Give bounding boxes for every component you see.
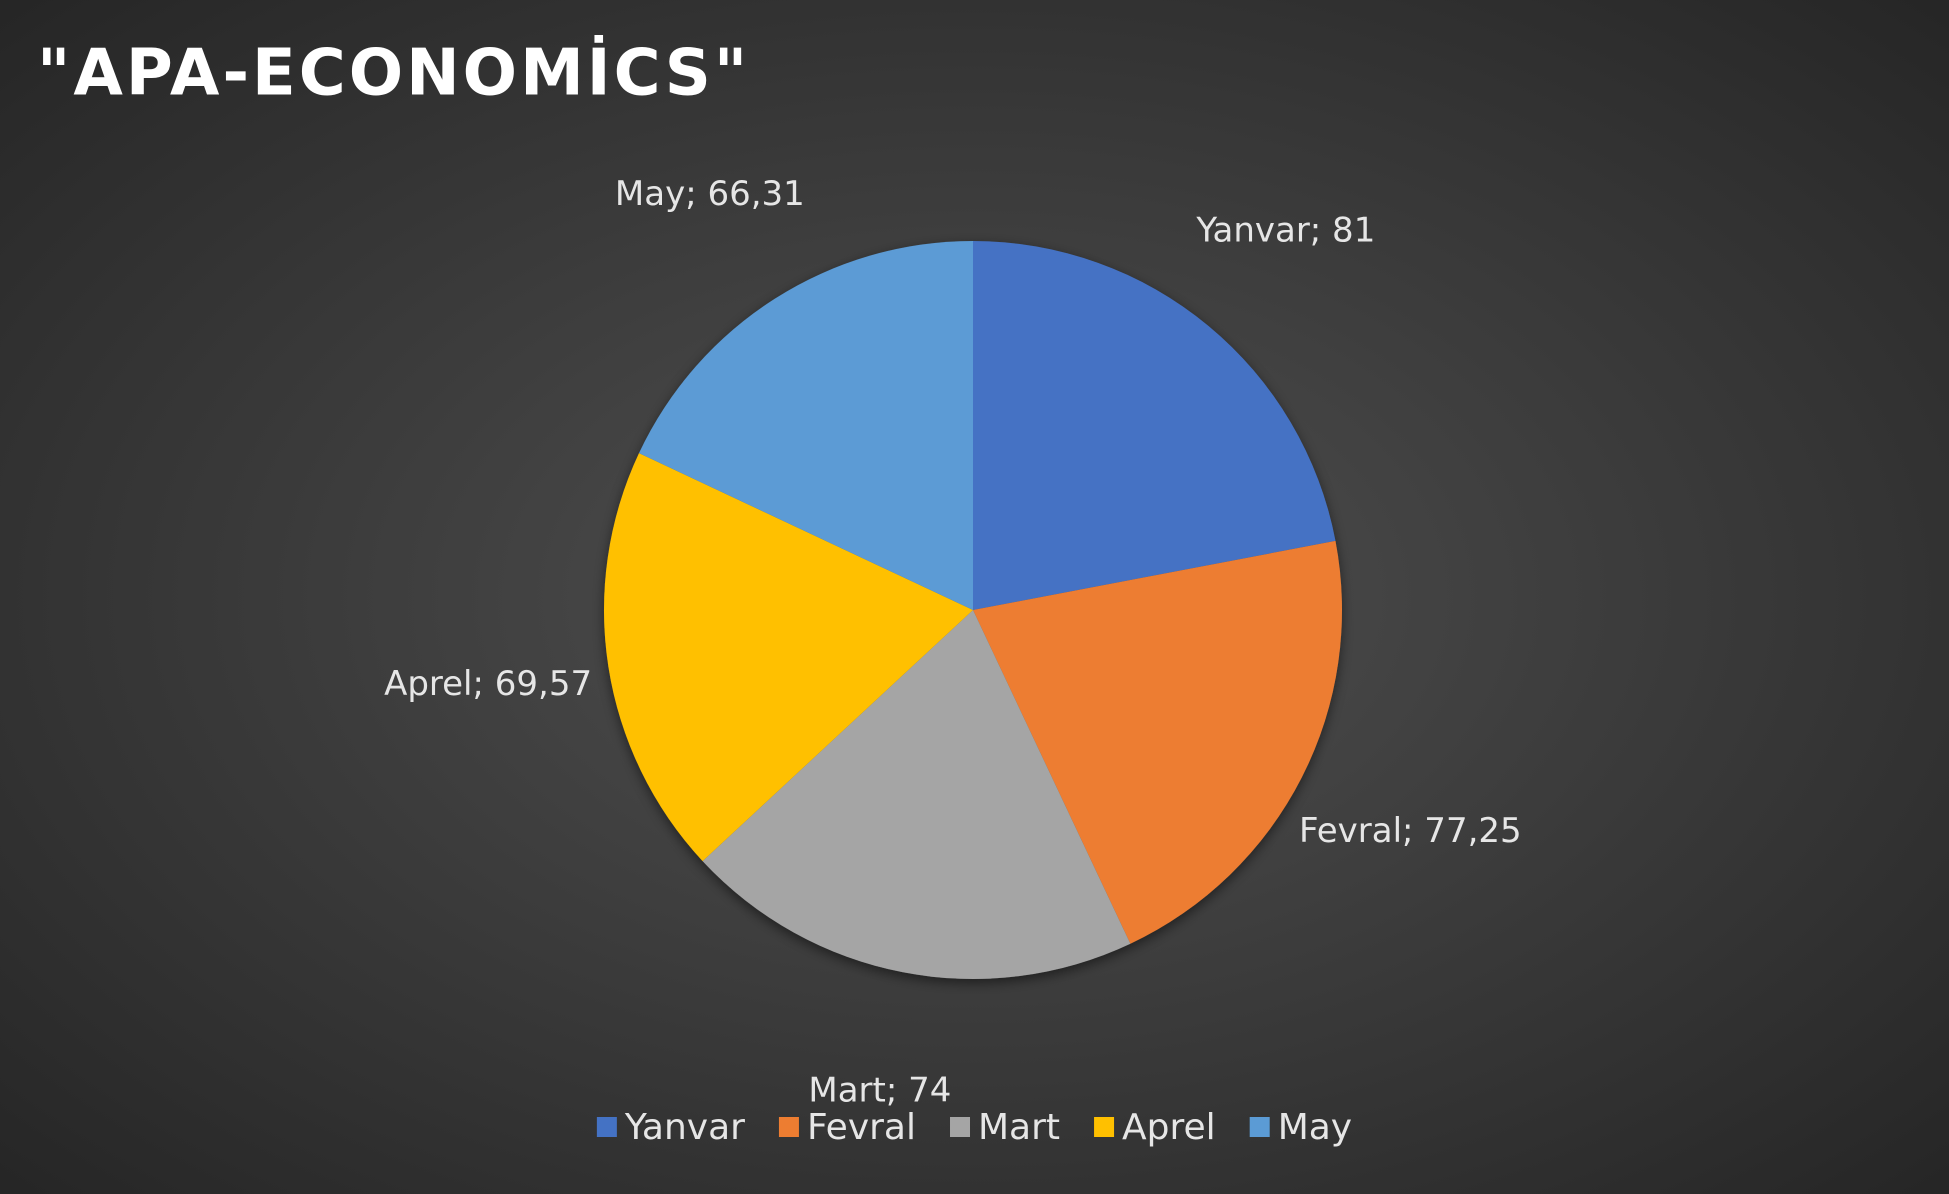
legend-label: Yanvar (624, 1107, 745, 1148)
chart-title: "APA-ECONOMİCS" (37, 35, 750, 111)
pie-slice (973, 241, 1336, 610)
legend-swatch (1249, 1117, 1270, 1137)
pie-slice (973, 540, 1343, 944)
pie-slice (638, 240, 973, 610)
pie (604, 240, 1343, 979)
pie-slice (702, 610, 1131, 979)
data-label: Aprel; 69,57 (384, 664, 592, 704)
legend-label: Aprel (1122, 1107, 1216, 1148)
legend-label: Fevral (807, 1107, 916, 1148)
legend-swatch (950, 1117, 971, 1137)
pie-slice (604, 453, 973, 862)
legend-swatch (1094, 1117, 1115, 1137)
legend-swatch (778, 1117, 799, 1137)
data-label: Yanvar; 81 (1195, 210, 1375, 250)
data-label: Mart; 74 (808, 1070, 951, 1110)
data-label: Fevral; 77,25 (1299, 811, 1522, 851)
legend-swatch (596, 1117, 617, 1137)
legend-label: Mart (978, 1107, 1060, 1148)
data-label: May; 66,31 (615, 174, 805, 214)
legend-label: May (1278, 1107, 1352, 1148)
